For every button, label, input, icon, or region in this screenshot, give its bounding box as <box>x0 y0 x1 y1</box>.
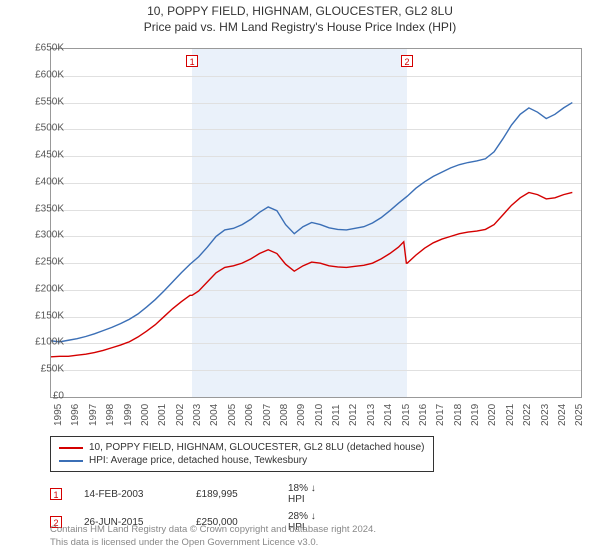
x-axis-label: 2003 <box>192 404 203 426</box>
x-axis-label: 2025 <box>574 404 585 426</box>
x-axis-label: 2023 <box>540 404 551 426</box>
legend-swatch <box>59 460 83 462</box>
sale-pct: 18% ↓ HPI <box>288 483 328 505</box>
y-axis-label: £250K <box>35 257 64 268</box>
y-axis-label: £0 <box>53 391 64 402</box>
plot-sale-marker: 1 <box>186 55 198 67</box>
plot-area: 12 <box>50 48 582 398</box>
x-axis-label: 2019 <box>470 404 481 426</box>
y-axis-label: £500K <box>35 123 64 134</box>
x-axis-label: 2009 <box>296 404 307 426</box>
sale-price: £189,995 <box>196 489 266 500</box>
y-axis-label: £100K <box>35 337 64 348</box>
x-axis-label: 2015 <box>401 404 412 426</box>
plot-sale-marker: 2 <box>401 55 413 67</box>
y-axis-label: £650K <box>35 43 64 54</box>
x-axis-label: 2010 <box>314 404 325 426</box>
x-axis-label: 1996 <box>70 404 81 426</box>
legend-item-hpi: HPI: Average price, detached house, Tewk… <box>59 454 425 467</box>
x-axis-label: 2022 <box>522 404 533 426</box>
footer-line-2: This data is licensed under the Open Gov… <box>50 537 376 550</box>
x-axis-label: 2020 <box>487 404 498 426</box>
x-axis-label: 2004 <box>209 404 220 426</box>
legend-label: 10, POPPY FIELD, HIGHNAM, GLOUCESTER, GL… <box>89 442 425 453</box>
x-axis-label: 2017 <box>435 404 446 426</box>
x-axis-label: 1998 <box>105 404 116 426</box>
footer-line-1: Contains HM Land Registry data © Crown c… <box>50 524 376 537</box>
x-axis-label: 2011 <box>331 404 342 426</box>
y-axis-label: £550K <box>35 96 64 107</box>
x-axis-label: 1997 <box>88 404 99 426</box>
x-axis-label: 2002 <box>175 404 186 426</box>
x-axis-label: 2021 <box>505 404 516 426</box>
x-axis-label: 1999 <box>123 404 134 426</box>
x-axis-label: 2005 <box>227 404 238 426</box>
sale-row-1: 1 14-FEB-2003 £189,995 18% ↓ HPI <box>50 480 328 508</box>
y-axis-label: £300K <box>35 230 64 241</box>
sale-date: 14-FEB-2003 <box>84 489 174 500</box>
legend-swatch <box>59 447 83 449</box>
y-axis-label: £450K <box>35 150 64 161</box>
x-axis-label: 2016 <box>418 404 429 426</box>
y-axis-label: £200K <box>35 283 64 294</box>
x-axis-label: 2000 <box>140 404 151 426</box>
x-axis-label: 2013 <box>366 404 377 426</box>
y-axis-label: £400K <box>35 176 64 187</box>
chart-title: 10, POPPY FIELD, HIGHNAM, GLOUCESTER, GL… <box>0 4 600 18</box>
x-axis-label: 2014 <box>383 404 394 426</box>
legend-item-property: 10, POPPY FIELD, HIGHNAM, GLOUCESTER, GL… <box>59 441 425 454</box>
x-axis-label: 2024 <box>557 404 568 426</box>
series-hpi <box>51 103 572 342</box>
x-axis-label: 1995 <box>53 404 64 426</box>
x-axis-label: 2006 <box>244 404 255 426</box>
legend: 10, POPPY FIELD, HIGHNAM, GLOUCESTER, GL… <box>50 436 434 472</box>
x-axis-label: 2012 <box>348 404 359 426</box>
x-axis-label: 2001 <box>157 404 168 426</box>
series-property <box>51 192 572 356</box>
y-axis-label: £50K <box>41 364 64 375</box>
titles: 10, POPPY FIELD, HIGHNAM, GLOUCESTER, GL… <box>0 0 600 34</box>
x-axis-label: 2018 <box>453 404 464 426</box>
legend-label: HPI: Average price, detached house, Tewk… <box>89 455 307 466</box>
x-axis-label: 2007 <box>262 404 273 426</box>
chart-subtitle: Price paid vs. HM Land Registry's House … <box>0 20 600 34</box>
chart-container: 10, POPPY FIELD, HIGHNAM, GLOUCESTER, GL… <box>0 0 600 560</box>
x-axis-label: 2008 <box>279 404 290 426</box>
y-axis-label: £600K <box>35 69 64 80</box>
y-axis-label: £350K <box>35 203 64 214</box>
line-layer <box>51 49 581 397</box>
y-axis-label: £150K <box>35 310 64 321</box>
footer: Contains HM Land Registry data © Crown c… <box>50 524 376 550</box>
sale-marker-icon: 1 <box>50 488 62 500</box>
